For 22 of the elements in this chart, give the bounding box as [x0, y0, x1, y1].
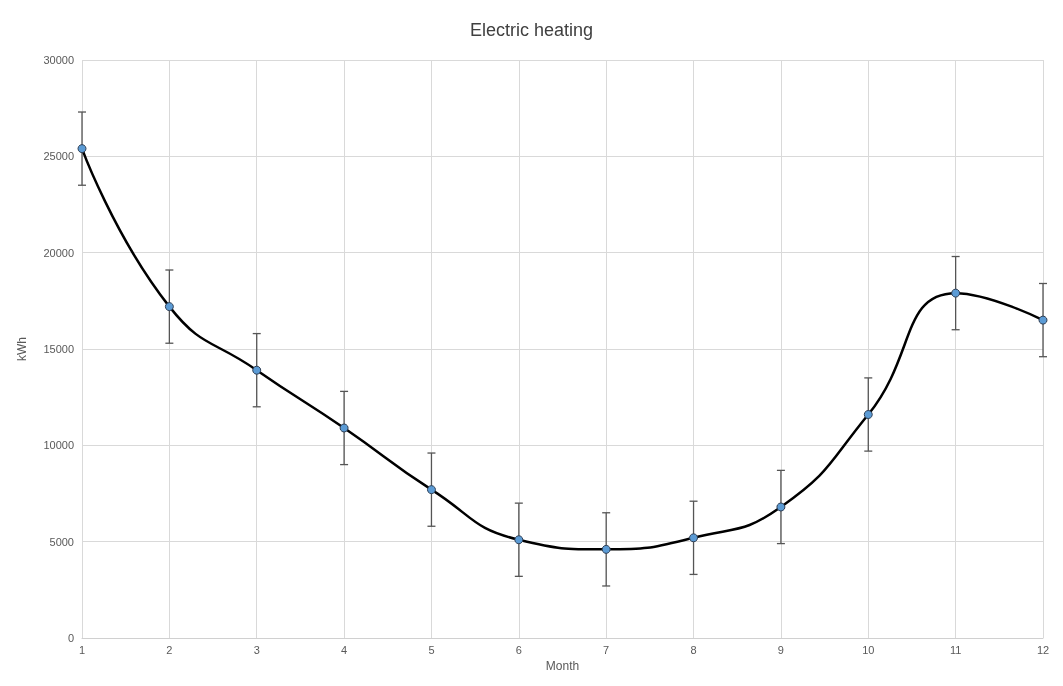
x-tick-label: 5: [428, 643, 435, 656]
y-tick-label: 10000: [43, 439, 74, 452]
x-axis-title: Month: [545, 658, 580, 673]
y-axis-title: kWh: [15, 337, 29, 361]
x-tick-label: 11: [949, 643, 962, 656]
y-tick-label: 30000: [43, 54, 74, 66]
x-tick-label: 9: [777, 643, 784, 656]
y-tick-label: 0: [67, 632, 74, 644]
x-tick-label: 8: [690, 643, 697, 656]
y-tick-label: 15000: [43, 343, 74, 355]
chart-title: Electric heating: [469, 20, 594, 40]
x-tick-label: 6: [515, 643, 522, 656]
x-tick-label: 10: [862, 643, 875, 656]
x-tick-label: 4: [341, 643, 348, 656]
x-tick-label: 7: [603, 643, 610, 656]
y-tick-label: 5000: [49, 535, 74, 548]
y-tick-label: 20000: [43, 246, 74, 259]
x-tick-label: 3: [253, 643, 260, 656]
y-tick-label: 25000: [43, 150, 74, 163]
x-tick-label: 1: [78, 643, 86, 656]
x-tick-label: 12: [1036, 643, 1050, 656]
x-tick-label: 2: [166, 643, 173, 656]
